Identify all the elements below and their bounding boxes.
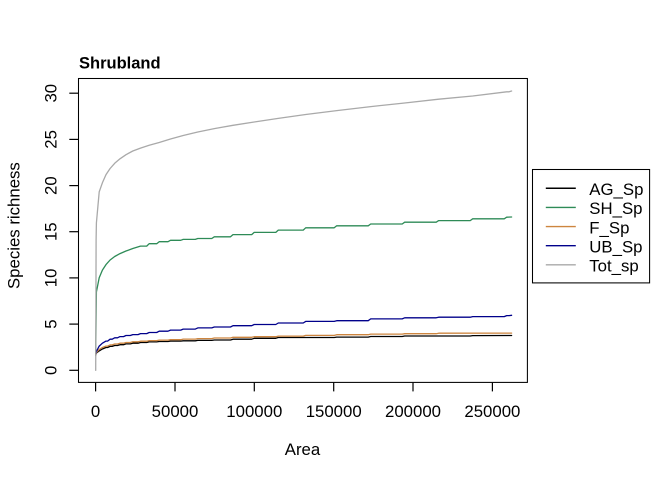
svg-text:Shrubland: Shrubland (79, 55, 161, 73)
svg-text:0: 0 (41, 366, 60, 375)
svg-text:Tot_sp: Tot_sp (589, 257, 638, 276)
svg-text:15: 15 (41, 222, 60, 241)
svg-text:20: 20 (41, 176, 60, 195)
svg-text:F_Sp: F_Sp (589, 218, 629, 237)
svg-text:30: 30 (41, 84, 60, 103)
svg-text:250000: 250000 (464, 402, 520, 421)
svg-text:200000: 200000 (385, 402, 441, 421)
svg-text:10: 10 (41, 269, 60, 288)
svg-text:Area: Area (285, 440, 321, 459)
svg-text:Species richness: Species richness (4, 162, 23, 289)
svg-text:AG_Sp: AG_Sp (589, 180, 643, 199)
svg-text:SH_Sp: SH_Sp (589, 199, 642, 218)
svg-text:5: 5 (41, 319, 60, 328)
svg-text:0: 0 (91, 402, 100, 421)
svg-text:50000: 50000 (152, 402, 199, 421)
svg-text:UB_Sp: UB_Sp (589, 237, 642, 256)
svg-text:150000: 150000 (306, 402, 362, 421)
svg-text:25: 25 (41, 130, 60, 149)
svg-text:100000: 100000 (226, 402, 282, 421)
